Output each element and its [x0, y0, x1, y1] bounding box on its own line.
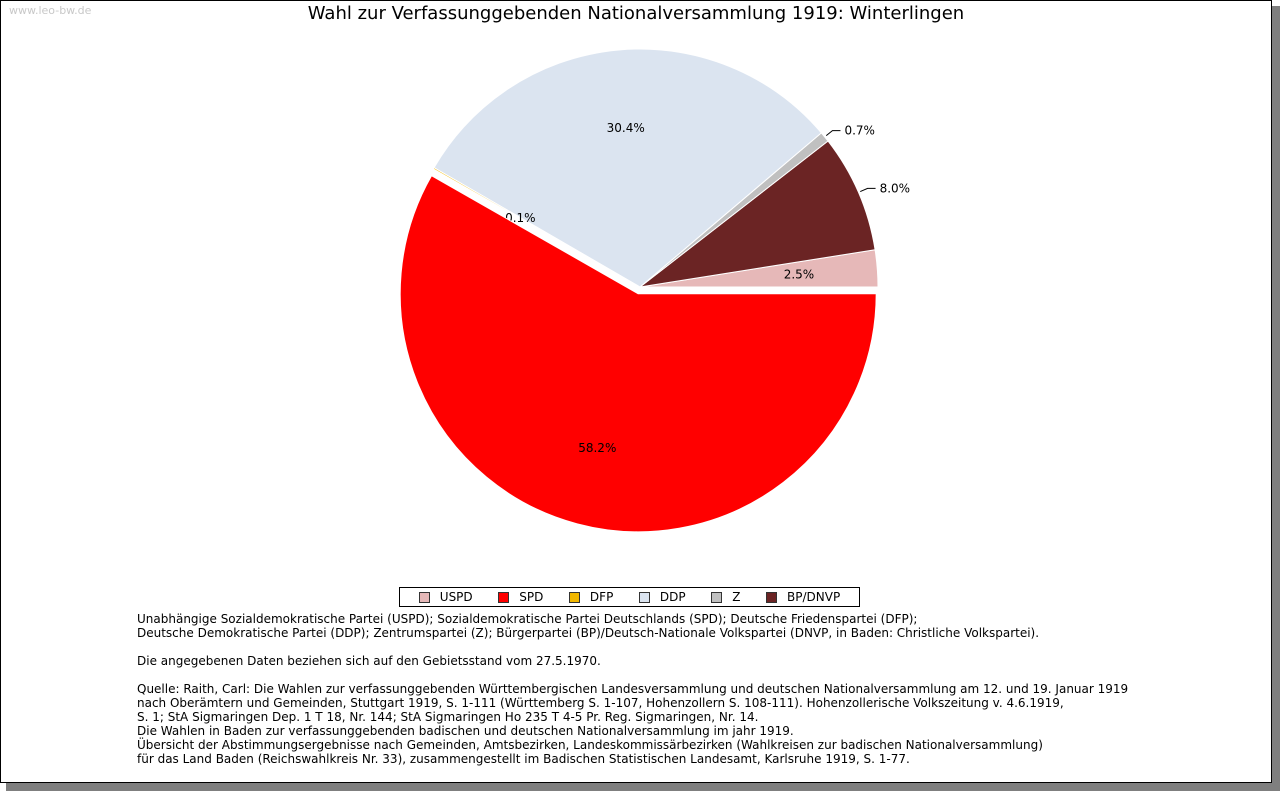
legend-swatch — [711, 591, 723, 603]
legend-label: USPD — [439, 590, 473, 604]
pie-chart: 2.5%8.0%0.7%30.4%0.1%58.2% — [399, 48, 911, 533]
pie-callout-bp-dnvp — [860, 187, 876, 193]
chart-title: Wahl zur Verfassunggebenden Nationalvers… — [307, 3, 965, 24]
pie-slice-ddp — [433, 48, 823, 288]
legend-item-ddp: DDP — [638, 590, 686, 604]
legend-label: Z — [732, 590, 741, 604]
legend-swatch — [498, 591, 510, 603]
notes-source-4: Die Wahlen in Baden zur verfassunggebend… — [137, 724, 794, 738]
pie-label-bp-dnvp: 8.0% — [880, 181, 911, 195]
notes-source-2: nach Oberämtern und Gemeinden, Stuttgart… — [137, 696, 1064, 710]
notes-source-5: Übersicht der Abstimmungsergebnisse nach… — [137, 738, 1043, 752]
notes-parties-line1: Unabhängige Sozialdemokratische Partei (… — [137, 612, 918, 626]
legend-label: DFP — [589, 590, 614, 604]
pie-label-spd: 58.2% — [578, 441, 616, 455]
legend-item-dfp: DFP — [568, 590, 614, 604]
legend-item-z: Z — [711, 590, 740, 604]
pie-callout-z — [825, 130, 841, 137]
notes-source-6: für das Land Baden (Reichswahlkreis Nr. … — [137, 752, 910, 766]
legend-item-bp-dnvp: BP/DNVP — [766, 590, 840, 604]
notes-parties-line2: Deutsche Demokratische Partei (DDP); Zen… — [137, 626, 1040, 640]
pie-label-z: 0.7% — [844, 124, 875, 138]
watermark: www.leo-bw.de — [9, 4, 92, 17]
legend-swatch — [418, 591, 430, 603]
pie-slice-spd — [399, 175, 877, 533]
legend-label: BP/DNVP — [787, 590, 841, 604]
legend-label: SPD — [519, 590, 544, 604]
pie-slice-bp-dnvp — [639, 140, 876, 288]
notes-source-3: S. 1; StA Sigmaringen Dep. 1 T 18, Nr. 1… — [137, 710, 759, 724]
legend: USPD SPD DFP DDP Z BP/DNVP — [399, 587, 860, 607]
legend-swatch — [568, 591, 580, 603]
notes: Unabhängige Sozialdemokratische Partei (… — [137, 612, 1237, 766]
notes-source-1: Quelle: Raith, Carl: Die Wahlen zur verf… — [137, 682, 1129, 696]
legend-item-uspd: USPD — [418, 590, 473, 604]
legend-item-spd: SPD — [498, 590, 543, 604]
pie-slice-dfp — [432, 166, 641, 288]
legend-swatch — [638, 591, 650, 603]
pie-label-ddp: 30.4% — [607, 121, 645, 135]
notes-territory: Die angegebenen Daten beziehen sich auf … — [137, 654, 601, 668]
frame-shadow-right — [1272, 6, 1280, 791]
frame-shadow-bottom — [6, 783, 1280, 791]
pie-label-uspd: 2.5% — [784, 267, 815, 281]
legend-swatch — [766, 591, 777, 603]
legend-label: DDP — [659, 590, 686, 604]
